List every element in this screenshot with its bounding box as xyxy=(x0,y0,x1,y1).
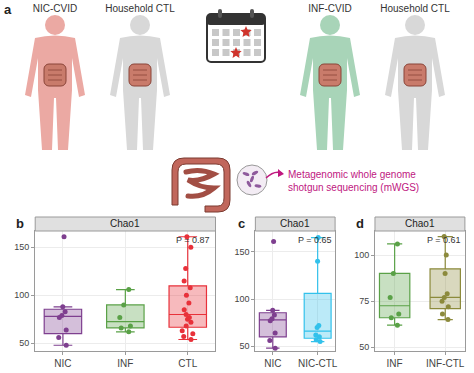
svg-text:NIC-CVID: NIC-CVID xyxy=(33,3,77,14)
svg-text:INF: INF xyxy=(387,358,403,369)
svg-text:CTL: CTL xyxy=(178,358,197,369)
svg-text:INF-CVID: INF-CVID xyxy=(308,3,351,14)
svg-text:NIC: NIC xyxy=(264,358,281,369)
svg-text:100: 100 xyxy=(14,290,29,300)
svg-text:a: a xyxy=(4,2,12,17)
svg-text:Chao1: Chao1 xyxy=(405,218,435,229)
svg-text:NIC: NIC xyxy=(54,358,71,369)
svg-text:shotgun sequencing (mWGS): shotgun sequencing (mWGS) xyxy=(288,182,419,193)
svg-text:INF-CTL: INF-CTL xyxy=(426,358,465,369)
svg-text:NIC-CTL: NIC-CTL xyxy=(298,358,338,369)
svg-text:P = 0.65: P = 0.65 xyxy=(298,235,332,245)
svg-text:d: d xyxy=(356,216,364,231)
svg-text:50: 50 xyxy=(359,342,369,352)
svg-text:100: 100 xyxy=(354,250,369,260)
svg-text:INF: INF xyxy=(117,358,133,369)
svg-text:150: 150 xyxy=(14,242,29,252)
svg-text:b: b xyxy=(16,216,24,231)
svg-text:150: 150 xyxy=(235,247,250,257)
svg-text:Household CTL: Household CTL xyxy=(380,3,450,14)
svg-text:75: 75 xyxy=(359,296,369,306)
svg-text:Household CTL: Household CTL xyxy=(105,3,175,14)
svg-text:c: c xyxy=(238,216,245,231)
svg-text:50: 50 xyxy=(19,338,29,348)
svg-text:100: 100 xyxy=(235,294,250,304)
svg-text:Metagenomic whole genome: Metagenomic whole genome xyxy=(288,169,416,180)
svg-text:Chao1: Chao1 xyxy=(110,218,140,229)
svg-text:P = 0.87: P = 0.87 xyxy=(176,235,210,245)
svg-text:Chao1: Chao1 xyxy=(280,218,310,229)
svg-text:50: 50 xyxy=(240,341,250,351)
svg-text:P = 0.61: P = 0.61 xyxy=(427,235,461,245)
